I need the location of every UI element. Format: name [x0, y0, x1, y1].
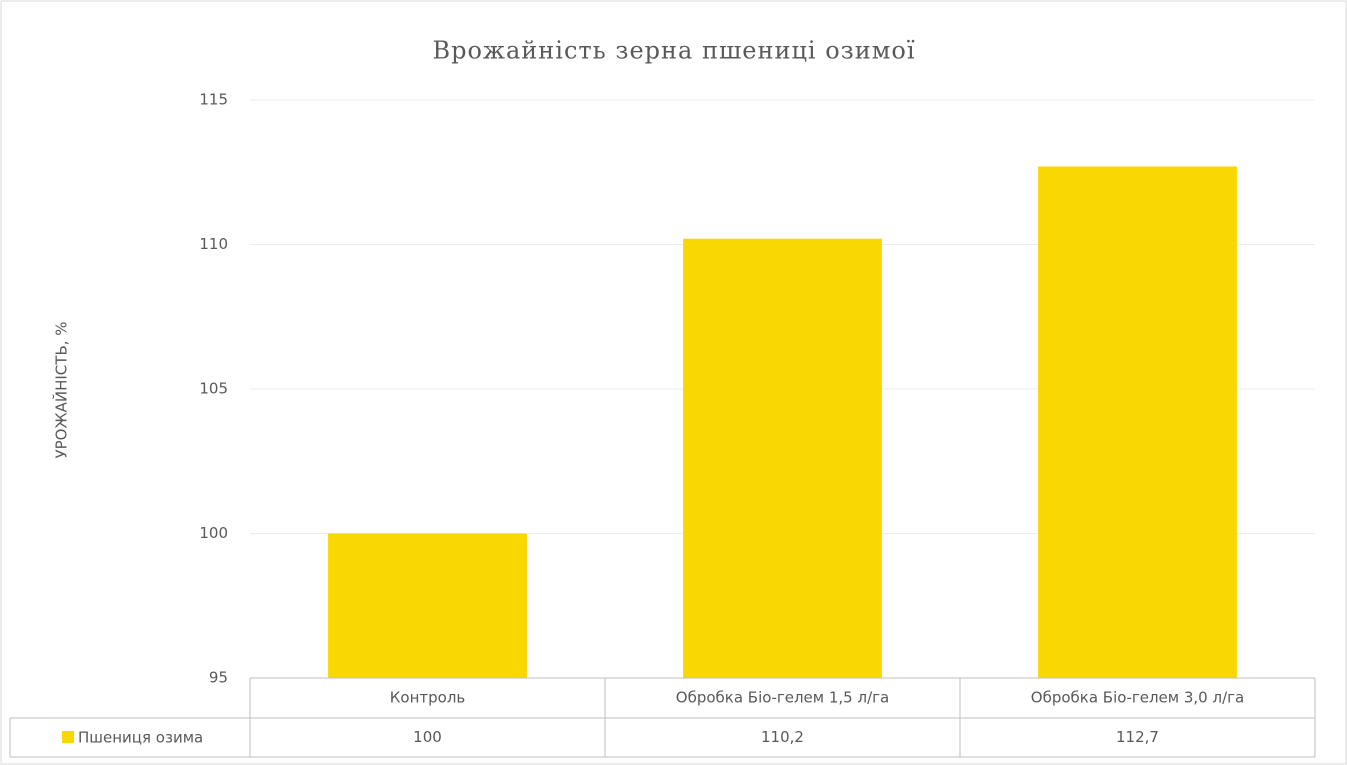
- bar: [1038, 166, 1237, 678]
- y-tick-label: 110: [199, 235, 228, 253]
- y-tick-label: 100: [199, 524, 228, 542]
- x-tick-label: Контроль: [390, 689, 466, 707]
- y-tick-label: 95: [209, 669, 228, 687]
- legend-swatch: [62, 731, 74, 743]
- table-value: 100: [413, 728, 442, 746]
- x-tick-label: Обробка Біо-гелем 3,0 л/га: [1031, 689, 1244, 707]
- y-tick-label: 105: [199, 380, 228, 398]
- bar: [683, 238, 882, 678]
- table-value: 112,7: [1116, 728, 1159, 746]
- bar: [328, 533, 527, 678]
- y-axis-label: УРОЖАЙНІСТЬ, %: [52, 321, 71, 458]
- x-tick-label: Обробка Біо-гелем 1,5 л/га: [676, 689, 889, 707]
- chart-title: Врожайність зерна пшениці озимої: [432, 37, 915, 65]
- legend-label: Пшениця озима: [78, 729, 203, 747]
- table-value: 110,2: [761, 728, 804, 746]
- y-tick-label: 115: [199, 91, 228, 109]
